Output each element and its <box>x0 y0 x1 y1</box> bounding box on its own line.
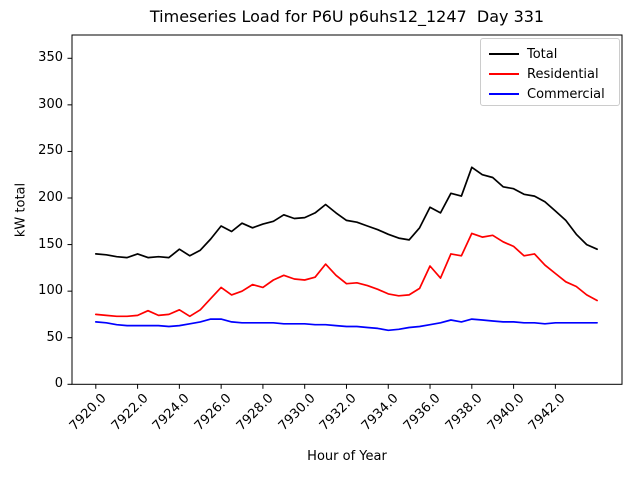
series-line-commercial <box>94 318 598 332</box>
y-tick-label: 100 <box>38 283 63 299</box>
y-tick-label: 350 <box>38 50 63 66</box>
commercial-line-swatch <box>489 93 519 95</box>
y-tick-label: 150 <box>38 236 63 252</box>
legend-label-commercial: Commercial <box>527 86 605 102</box>
legend-item-residential: Residential <box>489 64 619 84</box>
legend: Total Residential Commercial <box>480 38 620 106</box>
chart-title: Timeseries Load for P6U p6uhs12_1247 Day… <box>149 7 545 26</box>
y-tick-label: 0 <box>54 376 63 392</box>
series-line-total <box>94 166 598 259</box>
y-tick-label: 200 <box>38 190 63 205</box>
x-axis-label: Hour of Year <box>307 449 387 464</box>
residential-line-swatch <box>489 73 519 75</box>
series-line-residential <box>94 232 598 318</box>
y-tick-label: 300 <box>38 96 63 112</box>
legend-label-total: Total <box>527 46 558 62</box>
legend-item-commercial: Commercial <box>489 84 619 104</box>
legend-item-total: Total <box>489 44 619 64</box>
y-tick-label: 50 <box>46 329 63 345</box>
legend-label-residential: Residential <box>527 66 599 82</box>
y-tick-label: 250 <box>38 143 63 159</box>
total-line-swatch <box>489 53 519 55</box>
axes-frame <box>71 34 623 385</box>
